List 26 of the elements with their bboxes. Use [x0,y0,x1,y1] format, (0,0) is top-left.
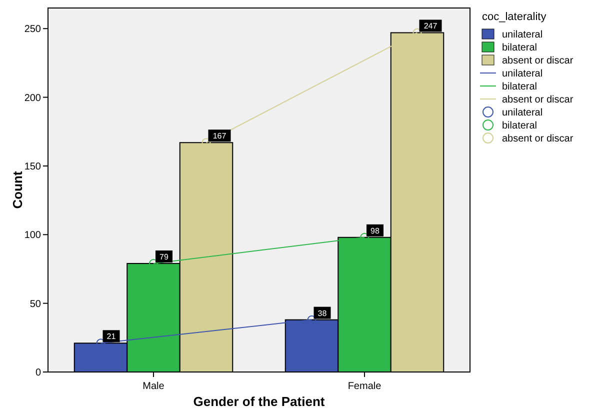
data-label: 167 [212,132,227,141]
x-axis-title: Gender of the Patient [193,394,326,409]
legend-label: absent or discar [502,56,574,66]
y-tick-label: 0 [35,368,42,378]
y-tick-label: 50 [30,298,42,310]
legend-label: bilateral [502,120,538,132]
legend-label: bilateral [502,42,538,54]
data-label: 21 [106,332,116,342]
legend-label: absent or discar [502,94,574,106]
x-tick-label: Female [348,381,382,392]
x-tick-label: Male [142,381,165,392]
y-tick-label: 150 [24,161,42,172]
legend-label: bilateral [502,82,538,92]
y-axis-title: Count [10,170,25,209]
data-label: 79 [160,252,169,262]
y-tick-label: 100 [24,230,42,242]
legend-label: absent or discar [502,134,574,144]
data-label: 38 [318,308,328,318]
legend-title: coc_laterality [482,11,547,23]
legend-label: unilateral [502,68,543,80]
legend-label: unilateral [502,30,543,40]
legend-label: unilateral [502,108,543,118]
y-tick-label: 200 [24,92,42,104]
y-tick-label: 250 [24,24,42,36]
data-label: 98 [370,226,380,236]
data-label: 247 [424,22,438,31]
